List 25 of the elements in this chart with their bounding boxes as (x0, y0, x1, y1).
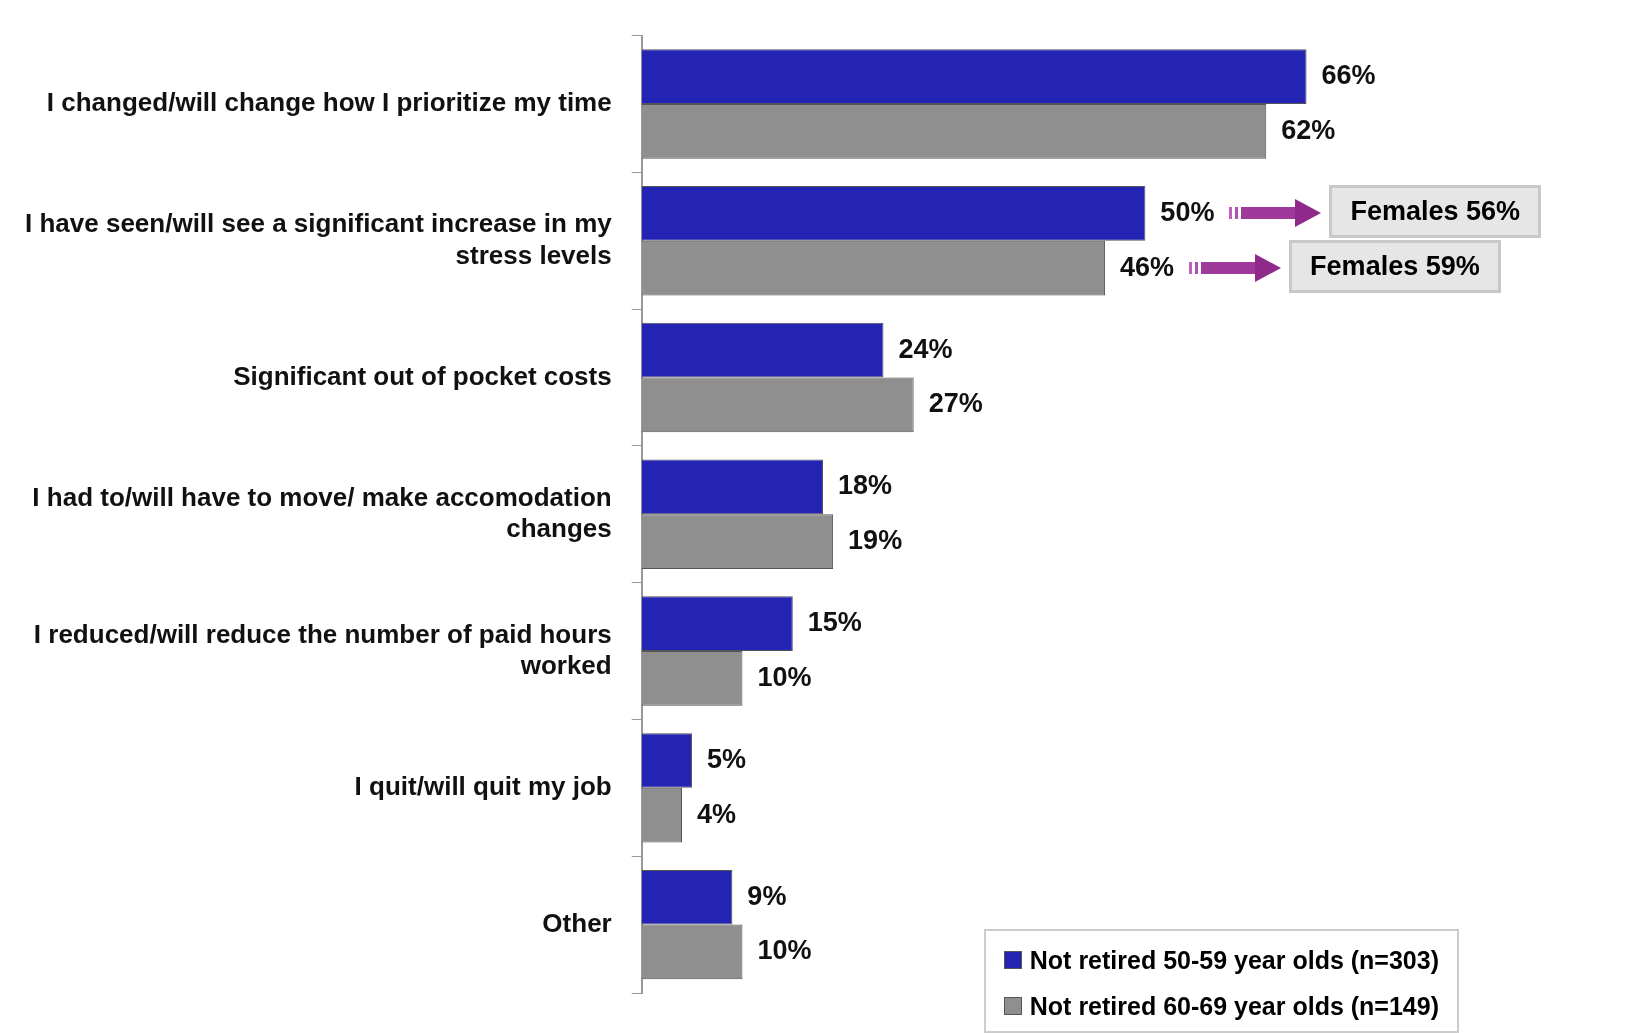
y-tick-label: I reduced/will reduce the number of paid hours worked (33, 618, 612, 680)
data-label: 9% (747, 880, 787, 911)
data-label: 10% (757, 935, 812, 966)
data-label: 18% (838, 470, 893, 501)
data-label: 19% (848, 525, 903, 556)
y-tick-label: Significant out of pocket costs (233, 360, 612, 391)
data-label: 10% (757, 661, 812, 692)
legend-label: Not retired 60-69 year olds (n=149) (1029, 991, 1439, 1021)
data-label: 27% (928, 388, 983, 419)
data-label: 50% (1160, 196, 1215, 227)
data-label: 5% (707, 743, 747, 774)
y-tick-label: I quit/will quit my job (354, 771, 612, 802)
y-tick-label: Other (542, 907, 612, 938)
text: Females 56% (1329, 185, 1541, 239)
data-label: 46% (1120, 251, 1175, 282)
y-tick-label: I have seen/will see a significant increase in my stress levels (25, 208, 613, 270)
data-label: 24% (898, 333, 953, 364)
y-tick-label: I had to/will have to move/ make accomodation changes (32, 481, 612, 544)
data-label: 4% (697, 798, 737, 829)
data-label: 66% (1321, 60, 1376, 91)
legend-label: Not retired 50-59 year olds (n=303) (1029, 945, 1439, 975)
data-label: 62% (1281, 114, 1336, 145)
y-tick-label: I changed/will change how I prioritize my time (46, 87, 612, 118)
data-label: 15% (807, 607, 862, 638)
text: Females 59% (1289, 240, 1501, 294)
